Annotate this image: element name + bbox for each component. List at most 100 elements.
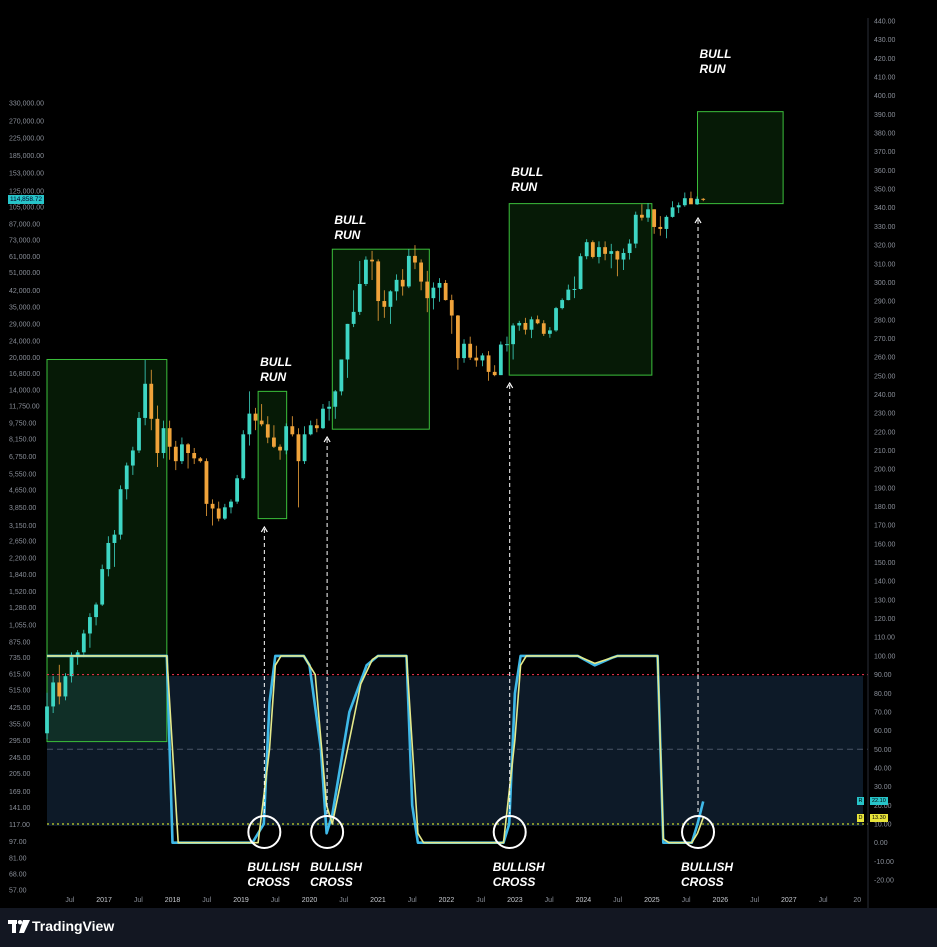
candle-body <box>652 209 657 227</box>
candle-body <box>406 255 411 287</box>
candle-body <box>560 300 565 309</box>
left-axis-tick: 57.00 <box>9 888 27 895</box>
candle-body <box>351 311 356 324</box>
bullish-cross-circle <box>310 815 345 849</box>
candle-body <box>682 198 687 206</box>
bull-run-label-line2: RUN <box>511 180 537 194</box>
candle-body <box>505 344 509 346</box>
time-axis-label: Jul <box>271 897 280 904</box>
right-axis-tick: 440.00 <box>874 19 896 26</box>
candle-body <box>345 323 350 360</box>
left-axis-tick: 51,000.00 <box>9 270 40 277</box>
time-axis[interactable]: Jul 2017 Jul 2018 Jul 2019 Jul 2020 Jul 2021 Jul 20… <box>65 897 861 904</box>
cross-arrow-head <box>506 381 514 389</box>
time-axis-label: 2022 <box>439 897 455 904</box>
candle-body <box>603 247 607 254</box>
time-axis-label: 2026 <box>713 897 729 904</box>
bullish-cross-label-line2: CROSS <box>247 875 290 889</box>
candle-body <box>216 508 221 519</box>
bull-run-label-line2: RUN <box>260 370 286 384</box>
time-axis-label: 2017 <box>96 897 112 904</box>
bull-run-label-line1: BULL <box>700 47 732 61</box>
right-axis-tick: 30.00 <box>874 784 892 791</box>
candle-body <box>547 330 552 334</box>
left-axis-tick: 97.00 <box>9 839 27 846</box>
right-axis-tick: 140.00 <box>874 579 896 586</box>
time-axis-label: Jul <box>408 897 417 904</box>
left-axis-tick: 330,000.00 <box>9 101 44 108</box>
candle-body <box>173 446 178 462</box>
left-axis-tick: 2,650.00 <box>9 539 36 546</box>
candle-body <box>364 259 368 284</box>
candle-body <box>376 261 381 302</box>
candle-body <box>314 425 319 429</box>
oscillator-tag-letter: R <box>857 797 864 806</box>
bullish-cross-label-line1: BULLISH <box>247 860 299 874</box>
chart-canvas[interactable]: 330,000.00 270,000.00 225,000.00 185,000.00… <box>0 0 937 908</box>
right-axis-tick: 420.00 <box>874 56 896 63</box>
candle-body <box>658 226 663 229</box>
right-axis-tick: 120.00 <box>874 616 896 623</box>
time-axis-label: 2019 <box>233 897 249 904</box>
right-oscillator-axis[interactable]: 440.00 430.00 420.00 410.00 400.00 390.00 380.… <box>874 19 896 885</box>
candle-body <box>492 371 497 376</box>
bullish-cross-circle <box>492 815 527 849</box>
left-axis-tick: 425.00 <box>9 705 31 712</box>
candle-body <box>437 282 442 288</box>
left-axis-tick: 4,650.00 <box>9 488 36 495</box>
candle-body <box>235 478 240 502</box>
bullish-cross-label-line2: CROSS <box>310 875 353 889</box>
candle-body <box>566 289 571 301</box>
right-axis-tick: 60.00 <box>874 728 892 735</box>
left-axis-tick: 355.00 <box>9 721 31 728</box>
left-axis-tick: 185,000.00 <box>9 153 44 160</box>
candle-body <box>431 287 436 299</box>
tradingview-logo-icon[interactable] <box>8 920 30 934</box>
right-axis-tick: 160.00 <box>874 541 896 548</box>
time-axis-label: 2018 <box>165 897 181 904</box>
candle-body <box>511 325 516 345</box>
candle-body <box>88 617 92 634</box>
left-axis-tick: 1,840.00 <box>9 572 36 579</box>
candle-body <box>449 300 454 316</box>
candle-body <box>535 319 540 324</box>
right-axis-tick: 350.00 <box>874 187 896 194</box>
left-axis-tick: 9,750.00 <box>9 420 36 427</box>
time-axis-label: 2023 <box>507 897 523 904</box>
left-axis-tick: 225,000.00 <box>9 135 44 142</box>
candle-body <box>456 315 460 359</box>
candle-body <box>621 252 626 260</box>
left-axis-tick: 1,055.00 <box>9 622 36 629</box>
left-axis-tick: 615.00 <box>9 671 31 678</box>
right-axis-tick: 80.00 <box>874 691 892 698</box>
tradingview-wordmark[interactable]: TradingView <box>32 918 115 934</box>
candle-body <box>443 282 448 301</box>
current-price-tag: 114,858.72 <box>8 195 45 204</box>
candle-body <box>498 344 503 376</box>
left-axis-tick: 68.00 <box>9 871 27 878</box>
bull-run-label-line2: RUN <box>700 62 726 76</box>
candle-body <box>278 446 282 451</box>
right-axis-tick: 220.00 <box>874 429 896 436</box>
candle-body <box>523 322 528 330</box>
candle-body <box>468 343 473 358</box>
oscillator-tag-value: 22.10 <box>870 797 888 806</box>
candle-body <box>229 501 233 508</box>
candle-body <box>210 503 215 509</box>
candle-body <box>192 453 197 459</box>
left-axis-tick: 35,000.00 <box>9 304 40 311</box>
left-axis-tick: 3,850.00 <box>9 505 36 512</box>
left-axis-tick: 2,200.00 <box>9 556 36 563</box>
left-price-axis[interactable]: 330,000.00 270,000.00 225,000.00 185,000.00… <box>9 101 44 895</box>
candle-body <box>689 198 693 205</box>
candle-body <box>51 682 56 707</box>
candle-body <box>474 357 479 361</box>
candle-body <box>590 242 595 257</box>
candle-body <box>584 242 589 257</box>
candle-body <box>609 251 614 254</box>
right-axis-tick: 280.00 <box>874 317 896 324</box>
left-axis-tick: 6,750.00 <box>9 454 36 461</box>
candle-body <box>627 243 632 253</box>
left-axis-tick: 11,750.00 <box>9 403 40 410</box>
bullish-cross-label-line1: BULLISH <box>681 860 733 874</box>
